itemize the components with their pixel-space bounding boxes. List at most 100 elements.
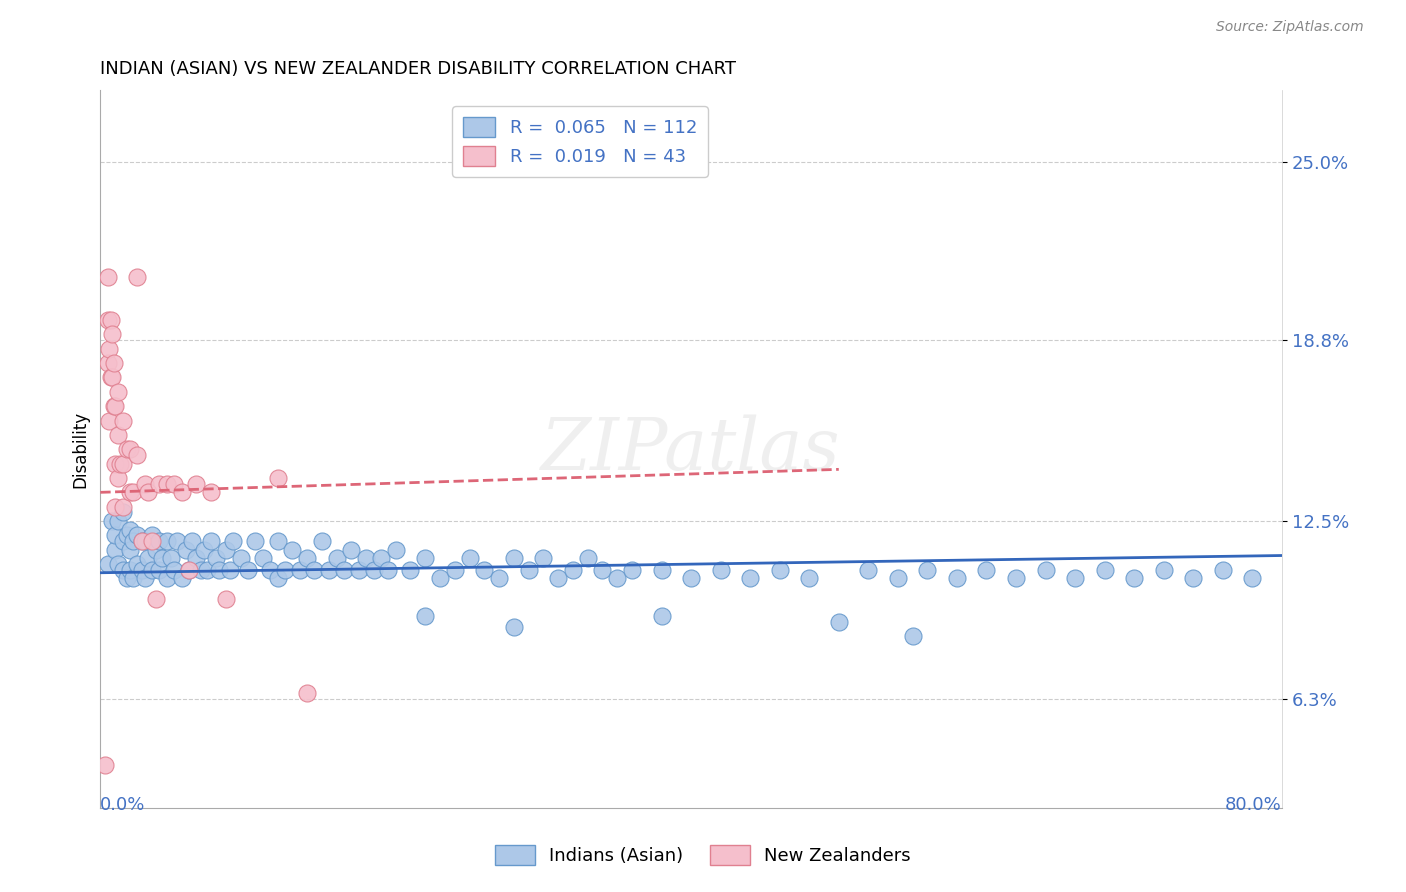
Point bbox=[127, 557, 149, 571]
Point bbox=[1212, 563, 1234, 577]
Legend: Indians (Asian), New Zealanders: Indians (Asian), New Zealanders bbox=[488, 838, 918, 872]
Point bbox=[104, 399, 127, 413]
Point bbox=[1153, 563, 1175, 577]
Point bbox=[118, 563, 141, 577]
Point bbox=[354, 551, 377, 566]
Point bbox=[1241, 572, 1264, 586]
Point bbox=[413, 551, 436, 566]
Point bbox=[115, 528, 138, 542]
Point bbox=[107, 471, 129, 485]
Point bbox=[131, 534, 153, 549]
Point bbox=[245, 534, 267, 549]
Point bbox=[150, 551, 173, 566]
Point bbox=[136, 485, 159, 500]
Point bbox=[170, 572, 193, 586]
Point bbox=[200, 485, 222, 500]
Point bbox=[592, 563, 614, 577]
Point bbox=[259, 563, 281, 577]
Point bbox=[288, 563, 311, 577]
Point bbox=[186, 551, 208, 566]
Point bbox=[108, 457, 131, 471]
Point bbox=[799, 572, 821, 586]
Point bbox=[1123, 572, 1146, 586]
Point bbox=[488, 572, 510, 586]
Point bbox=[134, 534, 156, 549]
Point bbox=[156, 572, 179, 586]
Point bbox=[98, 413, 121, 427]
Point bbox=[429, 572, 451, 586]
Point bbox=[413, 608, 436, 623]
Point bbox=[370, 551, 392, 566]
Point bbox=[160, 551, 183, 566]
Point bbox=[115, 572, 138, 586]
Text: 0.0%: 0.0% bbox=[100, 796, 146, 814]
Point bbox=[340, 542, 363, 557]
Point bbox=[111, 500, 134, 514]
Point bbox=[103, 399, 125, 413]
Point bbox=[311, 534, 333, 549]
Y-axis label: Disability: Disability bbox=[72, 410, 89, 488]
Point bbox=[651, 608, 673, 623]
Point bbox=[651, 563, 673, 577]
Point bbox=[100, 370, 122, 384]
Point bbox=[200, 534, 222, 549]
Point bbox=[141, 534, 163, 549]
Point bbox=[458, 551, 481, 566]
Point bbox=[163, 476, 186, 491]
Point bbox=[111, 534, 134, 549]
Point bbox=[325, 551, 347, 566]
Point bbox=[252, 551, 274, 566]
Point bbox=[163, 563, 186, 577]
Point bbox=[156, 534, 179, 549]
Point bbox=[318, 563, 340, 577]
Point bbox=[472, 563, 495, 577]
Point bbox=[111, 413, 134, 427]
Point bbox=[115, 442, 138, 457]
Point bbox=[97, 557, 120, 571]
Point bbox=[828, 615, 851, 629]
Point bbox=[97, 269, 120, 284]
Point bbox=[384, 542, 406, 557]
Point bbox=[141, 528, 163, 542]
Point bbox=[399, 563, 422, 577]
Point bbox=[621, 563, 644, 577]
Point bbox=[98, 342, 121, 356]
Point bbox=[281, 542, 304, 557]
Point bbox=[576, 551, 599, 566]
Point bbox=[97, 313, 120, 327]
Point bbox=[174, 542, 197, 557]
Point bbox=[107, 384, 129, 399]
Point bbox=[363, 563, 385, 577]
Point bbox=[118, 485, 141, 500]
Point bbox=[901, 629, 924, 643]
Point bbox=[333, 563, 356, 577]
Point bbox=[195, 563, 218, 577]
Point bbox=[377, 563, 399, 577]
Point bbox=[148, 476, 170, 491]
Point bbox=[562, 563, 585, 577]
Point bbox=[166, 534, 188, 549]
Point bbox=[1182, 572, 1205, 586]
Point bbox=[1064, 572, 1087, 586]
Point bbox=[145, 591, 167, 606]
Point bbox=[111, 563, 134, 577]
Point bbox=[134, 476, 156, 491]
Text: ZIPatlas: ZIPatlas bbox=[541, 414, 841, 484]
Point bbox=[295, 686, 318, 700]
Point bbox=[111, 505, 134, 519]
Point bbox=[215, 542, 238, 557]
Point bbox=[547, 572, 569, 586]
Point bbox=[1035, 563, 1057, 577]
Point bbox=[104, 528, 127, 542]
Point bbox=[177, 563, 200, 577]
Point bbox=[177, 563, 200, 577]
Point bbox=[136, 551, 159, 566]
Point bbox=[131, 534, 153, 549]
Point bbox=[502, 620, 524, 634]
Point bbox=[107, 514, 129, 528]
Point bbox=[502, 551, 524, 566]
Point bbox=[145, 542, 167, 557]
Text: Source: ZipAtlas.com: Source: ZipAtlas.com bbox=[1216, 21, 1364, 34]
Point bbox=[266, 572, 288, 586]
Point bbox=[101, 514, 124, 528]
